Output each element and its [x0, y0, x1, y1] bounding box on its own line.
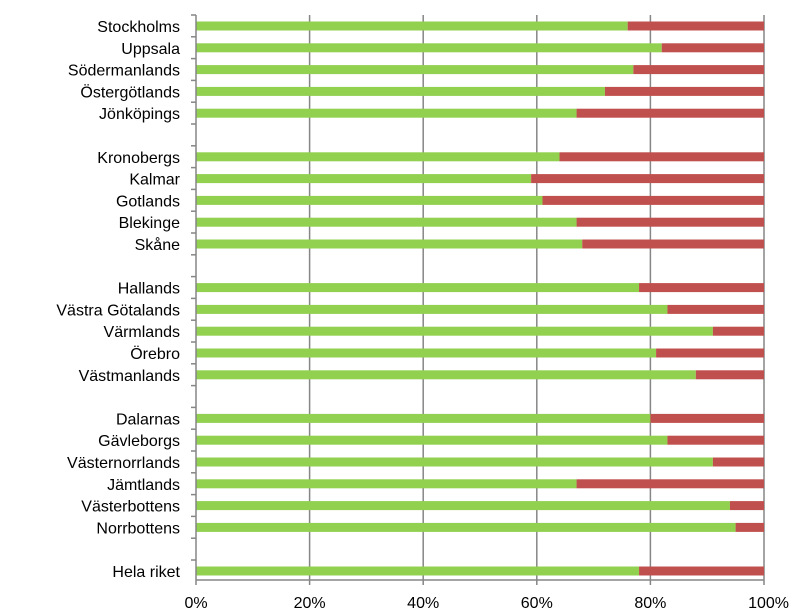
bar-segment-green [196, 86, 605, 96]
category-labels: Stockholms Uppsala Södermanlands Östergötla… [56, 19, 180, 581]
bar-segment-green [196, 21, 628, 31]
bar-segment-green [196, 435, 668, 445]
bar-segment-red [576, 108, 764, 118]
x-tick-label: 80% [634, 595, 666, 612]
x-tick-label: 40% [407, 595, 439, 612]
x-tick-label: 100% [748, 595, 789, 612]
bar-segment-red [661, 43, 764, 53]
x-tick-label: 20% [294, 595, 326, 612]
bars [196, 21, 764, 576]
bar-segment-green [196, 566, 640, 576]
category-label: Gotlands [116, 193, 180, 210]
bar-segment-red [639, 566, 764, 576]
category-label: Skåne [135, 236, 180, 254]
category-label: Kalmar [129, 172, 180, 189]
bar-segment-red [576, 479, 764, 489]
bar-segment-red [656, 348, 764, 358]
bar-segment-red [639, 283, 764, 293]
category-label: Norrbottens [96, 520, 180, 537]
bar-segment-green [196, 239, 583, 249]
bar-segment-red [542, 195, 764, 205]
bar-segment-green [196, 457, 713, 467]
category-label: Blekinge [119, 215, 180, 232]
category-label: Gävleborgs [98, 433, 180, 450]
bar-segment-red [667, 304, 764, 314]
x-tick-label: 60% [521, 595, 553, 612]
category-label: Västmanlands [79, 368, 180, 385]
bar-segment-green [196, 217, 577, 227]
category-label: Hallands [118, 281, 180, 298]
bar-segment-red [627, 21, 764, 31]
category-label: Värmlands [104, 324, 180, 341]
category-label: Jönköpings [99, 106, 180, 123]
category-label: Jämtlands [107, 477, 180, 494]
bar-segment-green [196, 195, 543, 205]
bar-segment-red [582, 239, 764, 249]
bar-segment-red [667, 435, 764, 445]
category-label: Uppsala [121, 41, 180, 58]
bar-segment-red [576, 217, 764, 227]
bar-segment-green [196, 479, 577, 489]
bar-segment-red [559, 152, 764, 162]
category-label: Västerbottens [81, 499, 180, 516]
bar-segment-red [604, 86, 764, 96]
bar-segment-green [196, 326, 713, 336]
category-label: Stockholms [97, 19, 180, 36]
category-label: Dalarnas [116, 411, 180, 428]
category-label: Östergötlands [80, 83, 180, 101]
gridlines [308, 15, 765, 580]
bar-segment-red [729, 501, 764, 511]
bar-segment-green [196, 108, 577, 118]
bar-segment-red [695, 370, 764, 380]
bar-segment-red [735, 522, 764, 532]
axes [191, 14, 765, 585]
bar-segment-green [196, 370, 696, 380]
bar-segment-red [712, 457, 764, 467]
bar-segment-green [196, 522, 736, 532]
category-label: Västra Götalands [56, 302, 180, 319]
category-label: Hela riket [112, 564, 180, 581]
bar-segment-green [196, 65, 634, 75]
bar-segment-red [531, 174, 764, 184]
bar-segment-green [196, 413, 651, 423]
bar-segment-green [196, 501, 730, 511]
bar-segment-green [196, 43, 662, 53]
bar-segment-green [196, 283, 640, 293]
bar-segment-red [712, 326, 764, 336]
bar-segment-green [196, 174, 532, 184]
category-label: Kronobergs [97, 150, 180, 167]
category-label: Södermanlands [68, 63, 180, 80]
category-label: Örebro [130, 345, 180, 363]
bar-segment-green [196, 304, 668, 314]
bar-segment-red [633, 65, 764, 75]
bar-segment-green [196, 348, 657, 358]
tick-labels: 0% 20% 40% 60% 80% 100% [184, 595, 789, 612]
category-label: Västernorrlands [67, 455, 180, 472]
x-tick-label: 0% [184, 595, 207, 612]
bar-segment-red [650, 413, 764, 423]
bar-segment-green [196, 152, 560, 162]
